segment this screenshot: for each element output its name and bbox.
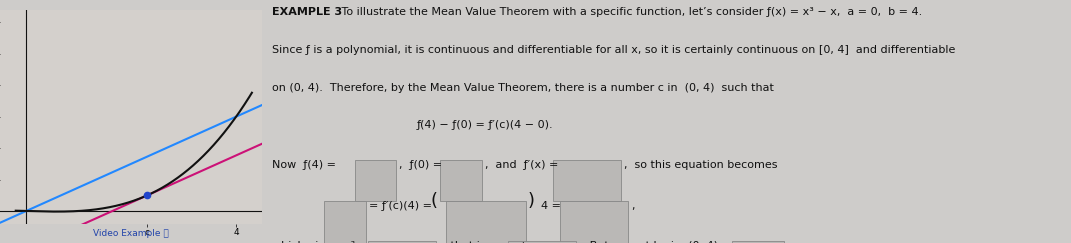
Text: ): ) bbox=[528, 191, 536, 209]
FancyBboxPatch shape bbox=[368, 241, 437, 243]
Text: Video Example 🔊: Video Example 🔊 bbox=[93, 229, 169, 238]
Text: ,  and  ƒ′(x) =: , and ƒ′(x) = bbox=[485, 160, 558, 170]
Text: EXAMPLE 3: EXAMPLE 3 bbox=[272, 7, 342, 17]
Text: ,: , bbox=[631, 201, 634, 211]
FancyBboxPatch shape bbox=[733, 241, 784, 243]
FancyBboxPatch shape bbox=[440, 160, 482, 201]
Text: on (0, 4).  Therefore, by the Mean Value Theorem, there is a number c in  (0, 4): on (0, 4). Therefore, by the Mean Value … bbox=[272, 83, 773, 93]
Text: 4 =: 4 = bbox=[541, 201, 561, 211]
Text: (: ( bbox=[431, 191, 437, 209]
FancyBboxPatch shape bbox=[553, 160, 621, 201]
Text: ,  ƒ(0) =: , ƒ(0) = bbox=[398, 160, 442, 170]
Text: Since ƒ is a polynomial, it is continuous and differentiable for all x, so it is: Since ƒ is a polynomial, it is continuou… bbox=[272, 45, 955, 55]
Text: To illustrate the Mean Value Theorem with a specific function, let’s consider ƒ(: To illustrate the Mean Value Theorem wit… bbox=[338, 7, 923, 17]
FancyBboxPatch shape bbox=[560, 201, 629, 243]
FancyBboxPatch shape bbox=[325, 201, 365, 243]
Text: Now  ƒ(4) =: Now ƒ(4) = bbox=[272, 160, 336, 170]
Text: .: . bbox=[786, 241, 790, 243]
Text: ,  that is,  c = ±: , that is, c = ± bbox=[440, 241, 528, 243]
Text: ƒ(4) − ƒ(0) = ƒ′(c)(4 − 0).: ƒ(4) − ƒ(0) = ƒ′(c)(4 − 0). bbox=[417, 120, 553, 130]
Text: .  But c must be in  (0, 4),  so  c =: . But c must be in (0, 4), so c = bbox=[579, 241, 768, 243]
FancyBboxPatch shape bbox=[447, 201, 527, 243]
Text: ,  so this equation becomes: , so this equation becomes bbox=[624, 160, 778, 170]
Text: which gives  c² =: which gives c² = bbox=[272, 241, 368, 243]
FancyBboxPatch shape bbox=[355, 160, 396, 201]
FancyBboxPatch shape bbox=[508, 241, 576, 243]
Text: = ƒ′(c)(4) =: = ƒ′(c)(4) = bbox=[368, 201, 432, 211]
